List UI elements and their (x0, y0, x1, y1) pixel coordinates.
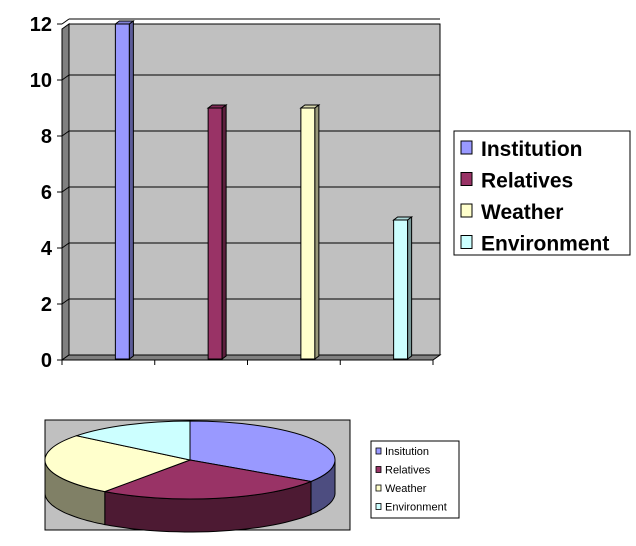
legend-swatch (460, 203, 473, 218)
pie-slice-environment (74, 420, 191, 461)
pie-chart (44, 419, 351, 533)
legend-label: Relatives (481, 170, 573, 193)
pie-legend-swatch (375, 466, 382, 473)
pie-legend-label: Insitution (385, 446, 429, 458)
bar-environment (392, 216, 414, 360)
bar-chart-bars (113, 20, 414, 360)
pie-legend-label: Relatives (385, 465, 431, 477)
pie-slice-relatives (102, 459, 313, 500)
pie-legend-box (370, 440, 460, 519)
bar-front (114, 23, 130, 360)
gridline (61, 242, 70, 249)
legend-label: Weather (481, 201, 563, 224)
gridline (61, 18, 70, 25)
pie-legend-swatch (375, 484, 382, 492)
legend-label: Environment (481, 233, 609, 256)
bar-chart: 0 2 4 6 8 10 12 (30, 14, 442, 372)
gridline (61, 186, 70, 193)
pie-legend-label: Environment (385, 502, 447, 514)
bar-chart-legend: Institution Relatives Weather Environment (453, 130, 631, 256)
pie-legend-label: Weather (385, 483, 427, 495)
bar-weather (299, 104, 321, 360)
bar-front (393, 219, 409, 360)
bar-side-wall (61, 23, 70, 361)
gridline (61, 130, 70, 137)
bar-side (221, 104, 227, 360)
y-tick-label: 12 (30, 14, 52, 36)
y-tick-label: 4 (41, 238, 53, 260)
y-tick-label: 8 (41, 126, 52, 148)
bar-front (300, 107, 316, 360)
bar-side (407, 216, 413, 360)
bar-side (128, 20, 134, 360)
y-tick-label: 6 (41, 182, 52, 204)
pie-legend-swatch (375, 503, 382, 510)
bar-legend-box (453, 130, 631, 256)
gridline (61, 298, 70, 305)
legend-label: Institution (481, 138, 582, 161)
pie-chart-legend: Insitution Relatives Weather Environment (370, 440, 460, 519)
bar-chart-y-axis: 0 2 4 6 8 10 12 (30, 14, 434, 372)
gridline (61, 74, 70, 81)
bar-side (314, 104, 320, 360)
bar-institution (113, 20, 135, 360)
y-tick-label: 2 (41, 294, 52, 316)
pie-slice-weather (44, 435, 192, 493)
bar-relatives (206, 104, 228, 360)
pie-legend-swatch (375, 447, 382, 455)
legend-swatch (460, 172, 473, 186)
y-tick-label: 0 (41, 350, 52, 372)
bar-front (207, 107, 223, 360)
y-tick-label: 10 (30, 70, 52, 92)
pie-chart-slices (44, 420, 336, 533)
legend-swatch (460, 140, 473, 155)
legend-swatch (460, 235, 473, 249)
